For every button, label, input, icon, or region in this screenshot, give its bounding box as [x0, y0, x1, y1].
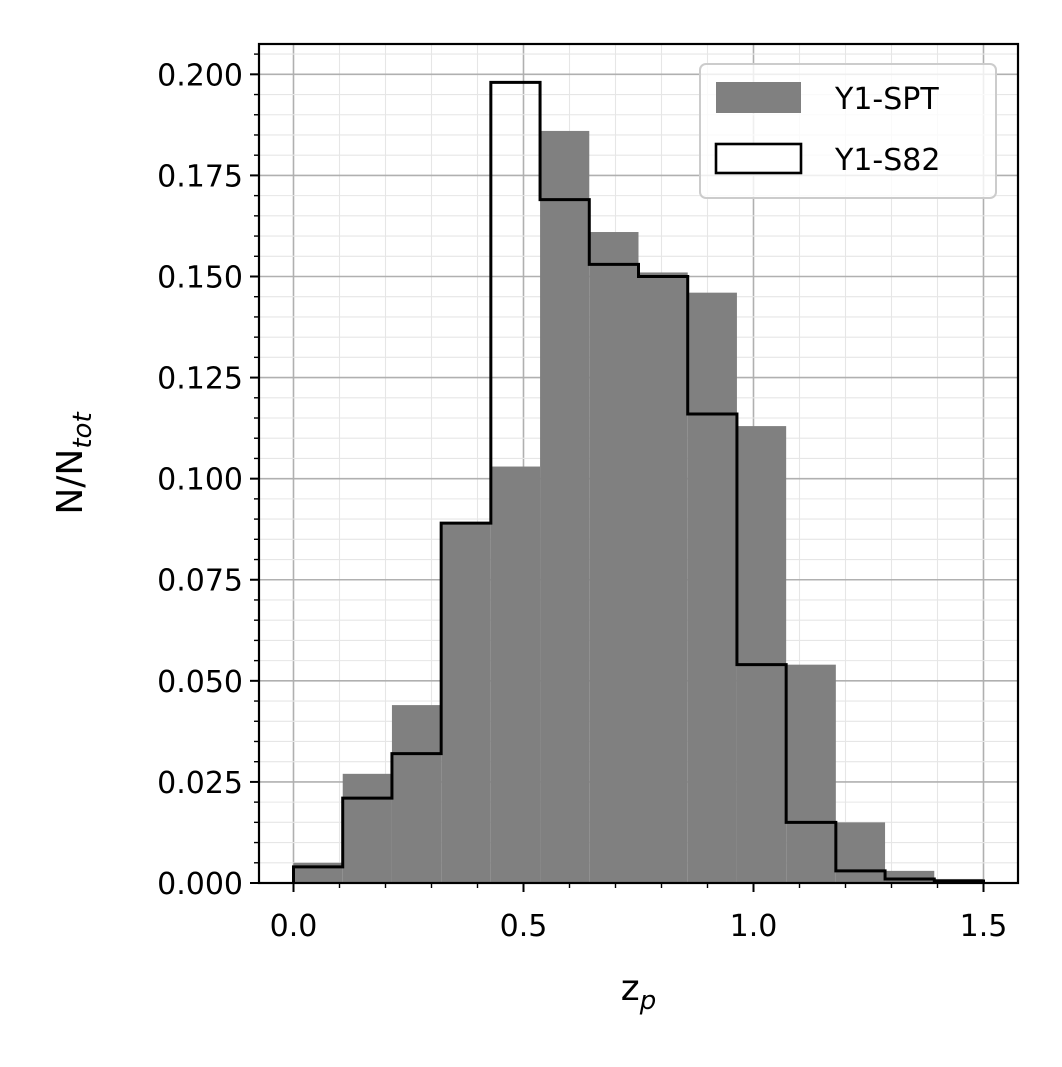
y-axis-label-sub: tot [68, 412, 98, 449]
legend-swatch-y1-s82 [714, 142, 803, 175]
bar-y1-spt [835, 822, 886, 883]
bar-y1-spt [638, 272, 688, 884]
x-axis-label: zp [621, 968, 656, 1016]
bar-y1-spt [687, 292, 737, 883]
legend-swatch-y1-spt [716, 82, 801, 113]
bar-y1-spt [589, 232, 639, 884]
y-tick-label: 0.100 [157, 463, 243, 498]
x-tick-label: 0.0 [270, 909, 318, 944]
bar-y1-spt [342, 773, 392, 883]
legend-label-y1-s82: Y1-S82 [834, 143, 940, 178]
bar-y1-spt [786, 664, 836, 883]
x-tick-labels: 0.0 0.5 1.0 1.5 [270, 909, 1008, 944]
bar-y1-spt [540, 130, 590, 884]
series-y1-s82 [292, 80, 985, 883]
y-tick-labels: 0.000 0.025 0.050 0.075 0.100 0.125 0.150 0.175… [157, 58, 243, 902]
bar-y1-spt [441, 523, 491, 883]
y-tick-label: 0.150 [157, 260, 243, 295]
bar-y1-spt [490, 466, 541, 883]
y-tick-label: 0.200 [157, 58, 243, 93]
y-tick-label: 0.075 [157, 564, 243, 599]
x-axis-label-main: z [621, 968, 640, 1009]
bar-y1-spt [736, 426, 787, 883]
bar-y1-spt [885, 870, 935, 883]
x-tick-label: 1.5 [960, 909, 1008, 944]
y-axis-label: N/Ntot [50, 412, 98, 515]
x-axis-label-sub: p [639, 986, 657, 1016]
legend-label-y1-spt: Y1-SPT [834, 82, 939, 117]
y-tick-label: 0.125 [157, 362, 243, 397]
series-y1-spt [293, 130, 984, 884]
y-tick-label: 0.025 [157, 766, 243, 801]
x-tick-label: 0.5 [500, 909, 548, 944]
y-axis-label-main: N/N [50, 449, 91, 515]
y-tick-label: 0.175 [157, 159, 243, 194]
x-tick-label: 1.0 [730, 909, 778, 944]
bar-y1-spt [391, 705, 442, 883]
plot-frame [257, 42, 1020, 885]
y-tick-label: 0.000 [157, 867, 243, 902]
step-line-y1-s82 [292, 80, 985, 883]
y-tick-label: 0.050 [157, 665, 243, 700]
legend: Y1-SPT Y1-S82 [699, 63, 997, 199]
